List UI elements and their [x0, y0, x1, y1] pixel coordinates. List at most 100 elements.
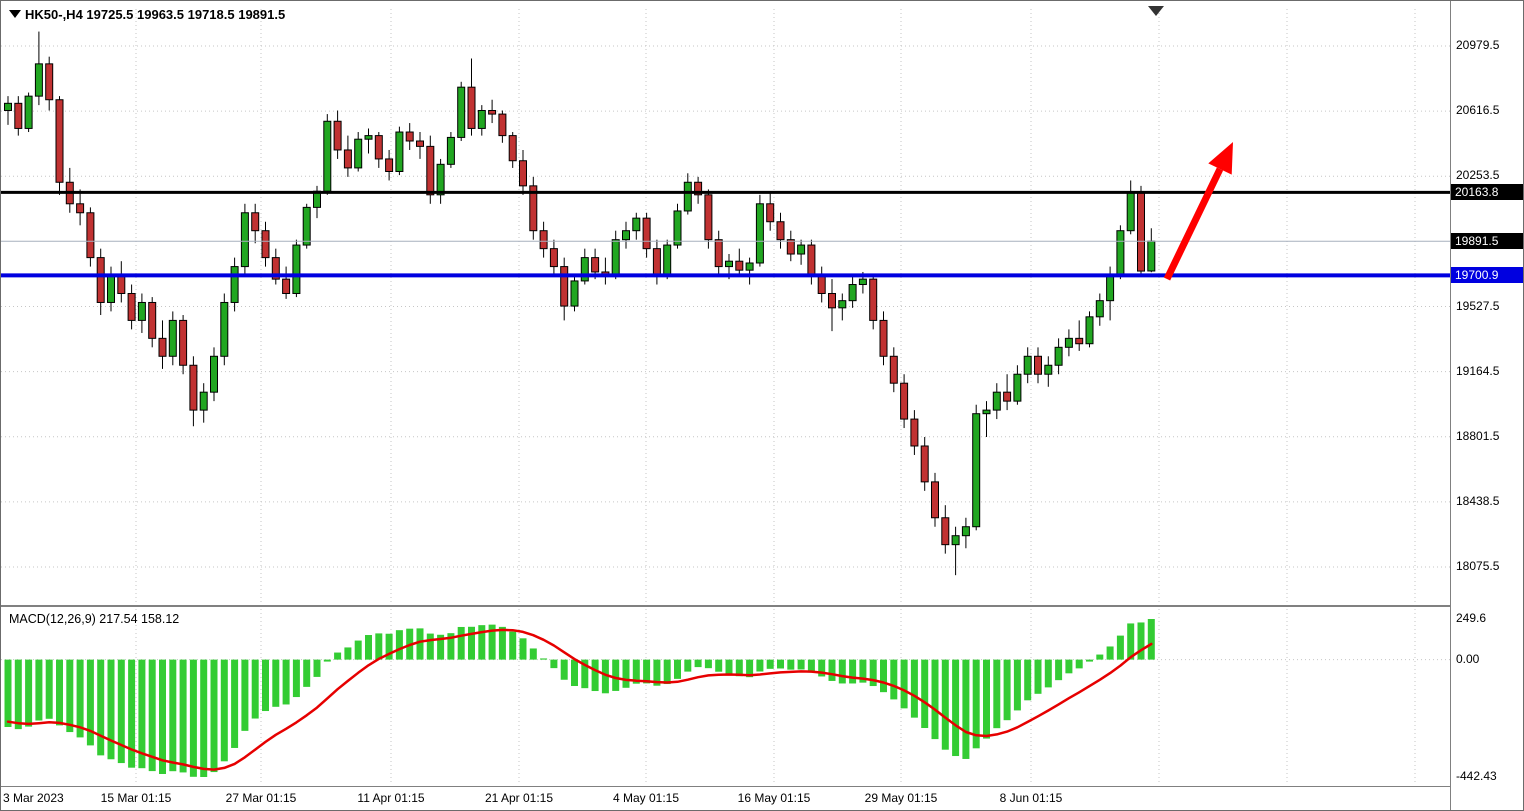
candle-bearish	[488, 109, 497, 115]
macd-axis-max: 249.6	[1456, 611, 1487, 625]
macd-histogram-bar	[251, 659, 259, 719]
trend-arrow-shaft[interactable]	[1163, 167, 1224, 281]
candle-bearish	[529, 185, 538, 232]
candle-bullish	[240, 212, 249, 268]
time-axis-label: 11 Apr 01:15	[357, 791, 425, 805]
candle-bearish	[374, 135, 383, 160]
macd-histogram-bar	[107, 659, 115, 760]
candle-bullish	[4, 102, 12, 111]
macd-histogram-bar	[138, 659, 146, 769]
candle-bullish	[220, 301, 229, 357]
macd-histogram-bar	[643, 659, 651, 684]
macd-histogram-bar	[1137, 622, 1145, 660]
time-axis-label: 21 Apr 01:15	[484, 791, 554, 805]
candle-bullish	[858, 278, 867, 286]
macd-histogram-bar	[200, 659, 208, 777]
macd-histogram-bar	[807, 659, 815, 673]
macd-histogram-bar	[385, 633, 393, 660]
candle-bullish	[1023, 355, 1032, 375]
macd-histogram-bar	[447, 633, 455, 660]
support-line-label: 19700.9	[1451, 267, 1523, 284]
macd-histogram-bar	[787, 659, 795, 670]
macd-histogram-bar	[468, 626, 475, 660]
candle-bullish	[1064, 337, 1073, 348]
macd-histogram-bar	[529, 648, 537, 660]
candle-bullish	[961, 526, 970, 537]
candle-bearish	[642, 217, 651, 250]
symbol-ohlc-text: HK50-,H4 19725.5 19963.5 19718.5 19891.5	[25, 7, 286, 22]
macd-histogram-bar	[725, 659, 733, 674]
macd-histogram-bar	[1075, 659, 1083, 669]
macd-histogram-bar	[859, 659, 867, 683]
price-axis[interactable]	[1450, 1, 1523, 810]
candle-bearish	[55, 99, 64, 183]
candle-bearish	[14, 102, 23, 129]
macd-histogram-bar	[210, 659, 218, 773]
macd-histogram-bar	[746, 659, 754, 678]
candle-bullish	[611, 239, 620, 277]
macd-histogram-bar	[560, 659, 568, 680]
time-axis-label: 8 Jun 01:15	[999, 791, 1063, 805]
macd-histogram-bar	[86, 659, 94, 746]
macd-histogram-bar	[818, 659, 826, 677]
price-axis-tick: 19527.5	[1456, 298, 1500, 313]
macd-histogram-bar	[437, 634, 445, 660]
macd-histogram-bar	[457, 626, 465, 660]
candle-bullish	[1116, 230, 1125, 277]
candle-bearish	[498, 113, 507, 137]
candle-bullish	[982, 409, 991, 415]
macd-histogram-bar	[313, 659, 321, 677]
candle-bullish	[395, 131, 404, 172]
candle-bullish	[848, 284, 857, 302]
price-axis-tick: 19164.5	[1456, 363, 1500, 378]
trend-arrow-head[interactable]	[1208, 142, 1233, 175]
macd-histogram-bar	[272, 659, 280, 707]
candle-bearish	[333, 120, 342, 151]
time-axis[interactable]	[1, 786, 1450, 810]
macd-histogram-bar	[880, 659, 887, 693]
macd-histogram-bar	[1044, 659, 1052, 688]
macd-histogram-bar	[1055, 659, 1063, 681]
candle-bullish	[1044, 364, 1053, 375]
macd-histogram-bar	[622, 659, 630, 688]
candle-bullish	[24, 95, 33, 129]
macd-histogram-bar	[869, 659, 877, 687]
candle-bullish	[622, 230, 630, 241]
macd-histogram-bar	[694, 659, 702, 668]
macd-histogram-bar	[735, 659, 743, 677]
macd-histogram-bar	[1116, 635, 1124, 660]
macd-histogram-bar	[890, 659, 898, 700]
macd-histogram-bar	[303, 659, 311, 687]
candle-bullish	[570, 280, 579, 307]
candle-bullish	[446, 136, 455, 165]
candle-bullish	[1054, 346, 1063, 366]
candle-bullish	[1147, 240, 1156, 272]
macd-histogram-bar	[25, 659, 33, 727]
current-price-line-label: 19891.5	[1451, 233, 1523, 250]
macd-histogram-bar	[540, 658, 548, 660]
macd-histogram-bar	[323, 659, 331, 662]
chart-shift-icon[interactable]	[1148, 6, 1164, 16]
macd-signal-line	[6, 628, 1153, 771]
macd-histogram-bar	[97, 659, 105, 756]
candle-bearish	[76, 203, 85, 214]
candle-bullish	[436, 163, 445, 196]
candle-bearish	[652, 248, 661, 277]
candle-bullish	[107, 275, 115, 303]
macd-histogram-bar	[952, 659, 960, 757]
macd-histogram-bar	[220, 659, 228, 762]
candle-bearish	[591, 257, 600, 273]
candle-bearish	[271, 257, 280, 280]
macd-histogram-bar	[292, 659, 300, 698]
candle-bullish	[725, 260, 733, 268]
macd-histogram-bar	[1127, 623, 1135, 660]
macd-histogram-bar	[1013, 659, 1021, 711]
macd-histogram-bar	[983, 659, 990, 739]
macd-histogram-bar	[14, 659, 22, 730]
candle-bullish	[230, 266, 239, 303]
macd-histogram-bar	[179, 659, 187, 773]
time-axis-label: 3 Mar 2023	[3, 791, 64, 805]
candle-bullish	[1013, 373, 1022, 402]
macd-histogram-bar	[1086, 659, 1093, 662]
